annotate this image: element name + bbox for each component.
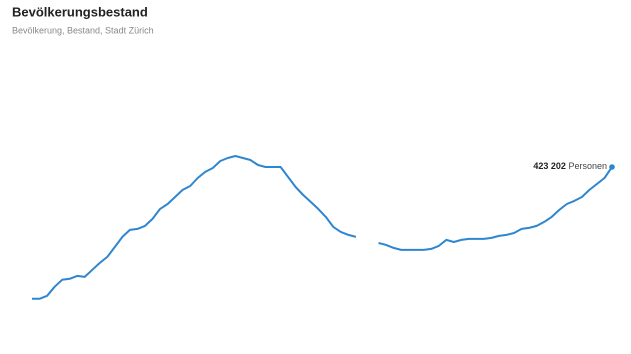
value-label-number: 423 202: [533, 161, 566, 171]
line: [32, 155, 613, 300]
end-point: [609, 164, 615, 170]
chart-title: Bevölkerungsbestand: [12, 4, 148, 19]
value-label: 423 202 Personen: [533, 161, 607, 171]
value-label-unit: Personen: [568, 161, 607, 171]
chart-subtitle: Bevölkerung, Bestand, Stadt Zürich: [12, 25, 154, 35]
